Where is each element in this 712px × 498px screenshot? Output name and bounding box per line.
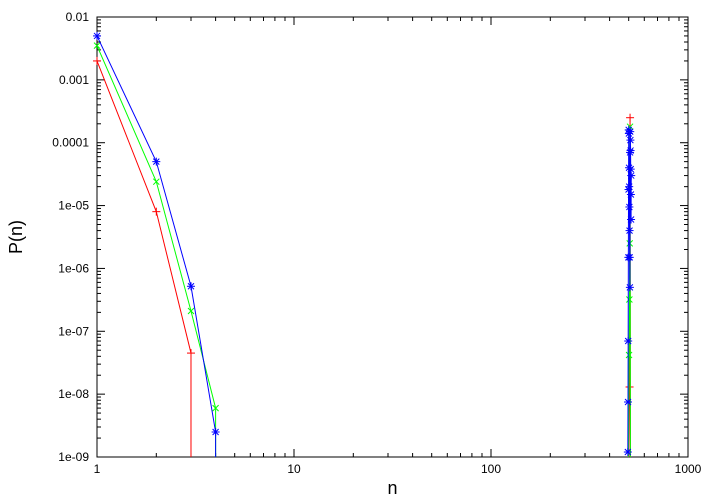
data-point-marker bbox=[211, 427, 220, 436]
data-point-marker bbox=[186, 282, 195, 291]
data-point-marker bbox=[625, 351, 633, 359]
data-point-marker bbox=[152, 207, 161, 216]
series-3 bbox=[93, 31, 636, 457]
y-tick-label: 0.0001 bbox=[52, 136, 89, 150]
data-point-marker bbox=[186, 349, 195, 358]
data-point-marker bbox=[152, 178, 160, 186]
y-axis-title: P(n) bbox=[6, 220, 26, 254]
data-point-marker bbox=[627, 215, 636, 224]
data-point-marker bbox=[625, 202, 634, 211]
x-tick-label: 100 bbox=[481, 462, 501, 476]
data-point-marker bbox=[93, 31, 101, 40]
data-point-marker bbox=[626, 113, 635, 122]
data-point-marker bbox=[187, 307, 195, 315]
x-tick-label: 1 bbox=[94, 462, 101, 476]
data-point-marker bbox=[625, 283, 634, 292]
data-point-marker bbox=[626, 146, 635, 155]
y-tick-label: 0.01 bbox=[66, 10, 90, 24]
data-point-marker bbox=[625, 253, 634, 262]
data-point-marker bbox=[152, 157, 161, 166]
data-point-marker bbox=[626, 127, 635, 136]
data-point-marker bbox=[625, 182, 634, 191]
data-point-marker bbox=[624, 397, 633, 406]
x-tick-label: 10 bbox=[287, 462, 301, 476]
plot-frame bbox=[96, 16, 689, 458]
data-point-marker bbox=[212, 404, 219, 412]
x-tick-label: 1000 bbox=[675, 462, 702, 476]
data-point-marker bbox=[93, 42, 101, 50]
y-tick-label: 1e-08 bbox=[58, 387, 89, 401]
data-point-marker bbox=[626, 136, 635, 145]
data-point-marker bbox=[93, 56, 101, 65]
data-point-marker bbox=[625, 226, 634, 235]
series-line bbox=[96, 35, 217, 457]
series-1 bbox=[93, 56, 635, 458]
data-point-marker bbox=[627, 171, 636, 180]
x-axis-title: n bbox=[387, 478, 397, 498]
data-point-marker bbox=[623, 448, 632, 457]
data-point-marker bbox=[626, 190, 635, 199]
y-tick-label: 1e-06 bbox=[58, 261, 89, 275]
series-2 bbox=[93, 42, 634, 458]
y-tick-label: 1e-07 bbox=[58, 324, 89, 338]
data-point-marker bbox=[624, 337, 633, 346]
data-point-marker bbox=[626, 296, 633, 303]
data-point-marker bbox=[625, 382, 634, 391]
y-tick-label: 1e-09 bbox=[58, 450, 89, 464]
y-tick-label: 1e-05 bbox=[58, 199, 89, 213]
series-line bbox=[96, 60, 192, 457]
y-tick-label: 0.001 bbox=[59, 73, 89, 87]
